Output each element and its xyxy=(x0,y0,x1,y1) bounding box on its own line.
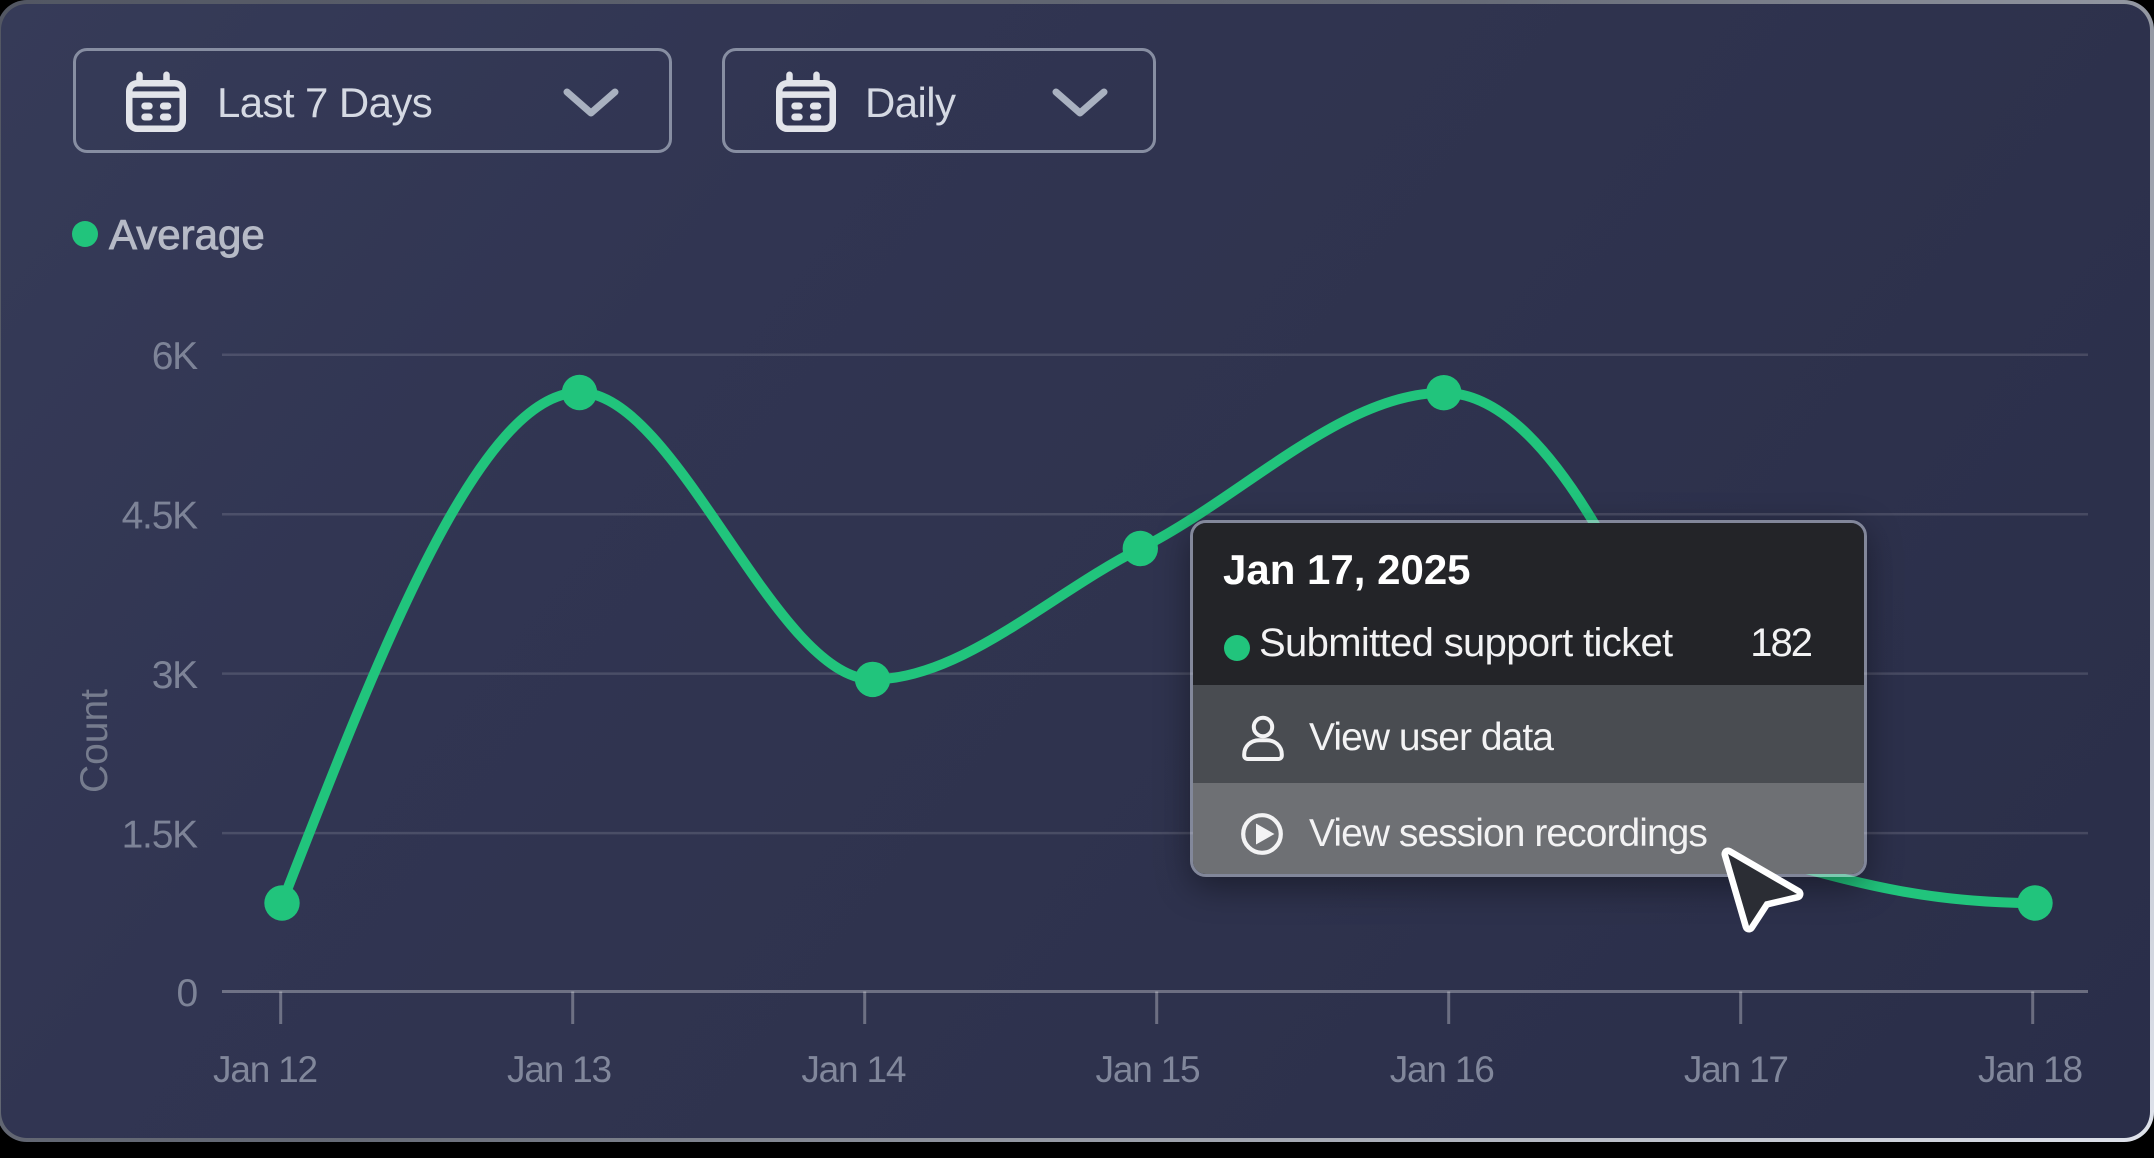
svg-text:6K: 6K xyxy=(152,335,198,378)
svg-text:1.5K: 1.5K xyxy=(122,814,199,857)
svg-text:Jan 16: Jan 16 xyxy=(1390,1049,1494,1090)
svg-text:3K: 3K xyxy=(152,654,198,697)
svg-text:4.5K: 4.5K xyxy=(122,495,199,538)
svg-text:Jan 17: Jan 17 xyxy=(1684,1049,1788,1090)
svg-text:Jan 14: Jan 14 xyxy=(801,1049,906,1090)
svg-text:Jan 18: Jan 18 xyxy=(1978,1049,2082,1090)
svg-text:Jan 12: Jan 12 xyxy=(213,1049,317,1090)
svg-text:Jan 13: Jan 13 xyxy=(507,1049,611,1090)
svg-text:Jan 15: Jan 15 xyxy=(1096,1049,1201,1090)
svg-text:Count: Count xyxy=(73,689,116,793)
svg-text:0: 0 xyxy=(177,972,198,1015)
